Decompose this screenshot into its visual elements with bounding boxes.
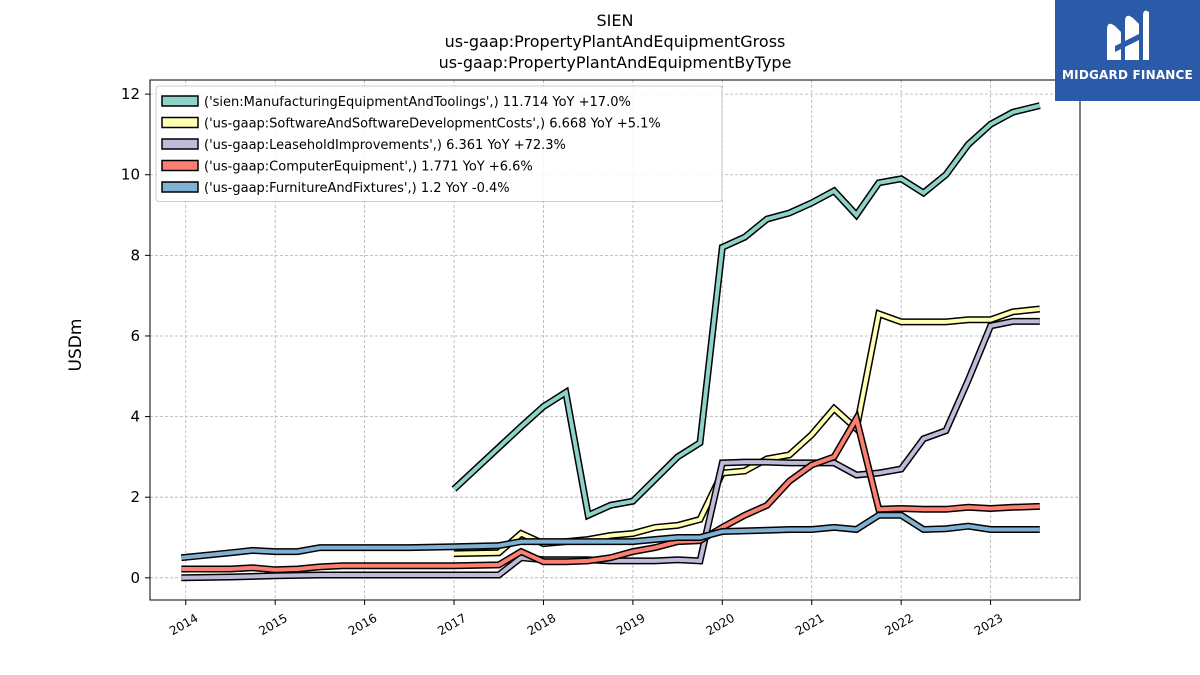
legend-swatch-4	[161, 181, 199, 193]
y-tick-label: 4	[130, 408, 140, 426]
x-tick-label: 2023	[972, 611, 1005, 638]
legend-swatch-2	[161, 138, 199, 150]
x-tick-label: 2018	[525, 611, 558, 638]
y-axis-label: USDm	[66, 318, 86, 372]
legend: ('sien:ManufacturingEquipmentAndToolings…	[155, 85, 723, 202]
x-tick-label: 2015	[256, 611, 289, 638]
series-lines	[180, 102, 1041, 582]
series-line-4	[181, 513, 1040, 560]
chart-title-line-1: SIEN	[596, 11, 634, 30]
x-tick-label: 2021	[793, 611, 826, 638]
x-tick-label: 2016	[346, 611, 379, 638]
chart-title-line-2: us-gaap:PropertyPlantAndEquipmentGross	[444, 32, 786, 51]
x-tick-label: 2019	[614, 611, 647, 638]
logo: MIDGARD FINANCE	[1055, 0, 1200, 101]
x-tick-label: 2017	[435, 611, 468, 638]
legend-label-0: ('sien:ManufacturingEquipmentAndToolings…	[204, 95, 631, 110]
legend-swatch-3	[161, 159, 199, 172]
x-tick-label: 2022	[882, 611, 915, 638]
y-tick-label: 2	[130, 488, 140, 506]
series-line-2	[181, 319, 1040, 580]
legend-label-2: ('us-gaap:LeaseholdImprovements',) 6.361…	[204, 138, 566, 153]
y-tick-label: 8	[130, 246, 140, 264]
legend-label-3: ('us-gaap:ComputerEquipment',) 1.771 YoY…	[204, 160, 533, 175]
logo-text: MIDGARD FINANCE	[1062, 68, 1193, 82]
y-tick-label: 10	[121, 166, 140, 184]
series-line-3	[181, 413, 1040, 572]
legend-box	[155, 85, 723, 202]
plot-frame	[149, 79, 1081, 601]
legend-label-1: ('us-gaap:SoftwareAndSoftwareDevelopment…	[204, 117, 661, 132]
y-tick-label: 0	[130, 569, 140, 587]
series-line-0	[452, 103, 1041, 519]
legend-label-4: ('us-gaap:FurnitureAndFixtures',) 1.2 Yo…	[204, 181, 510, 196]
x-tick-label: 2020	[704, 611, 737, 638]
legend-swatch-1	[161, 116, 199, 129]
x-tick-label: 2014	[167, 611, 200, 638]
y-tick-label: 6	[130, 327, 140, 345]
legend-swatch-0	[161, 95, 199, 107]
chart-title-line-3: us-gaap:PropertyPlantAndEquipmentByType	[438, 53, 792, 72]
logo-mark-icon	[1107, 10, 1149, 61]
y-tick-label: 12	[121, 85, 140, 103]
